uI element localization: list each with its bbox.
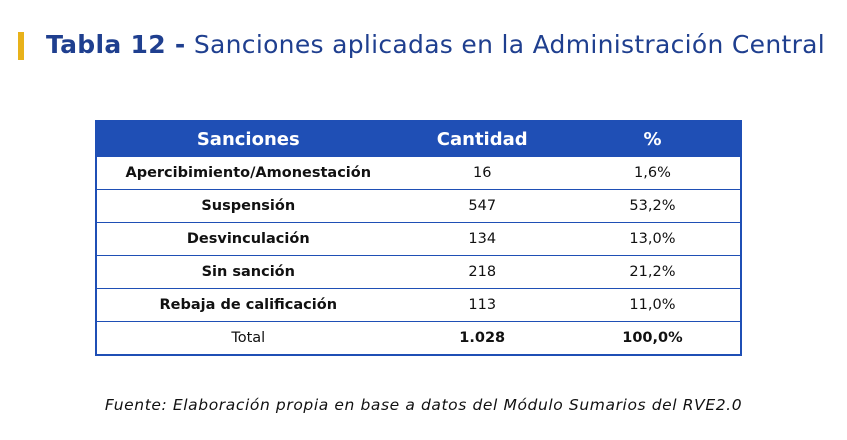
table-header-row: Sanciones Cantidad % <box>96 121 741 157</box>
row-cantidad: 16 <box>399 156 565 190</box>
total-label: Total <box>96 321 400 355</box>
row-label: Sin sanción <box>96 255 400 289</box>
table-row: Sin sanción 218 21,2% <box>96 255 741 289</box>
page-title: Tabla 12 - Sanciones aplicadas en la Adm… <box>46 28 825 62</box>
row-percent: 53,2% <box>564 189 741 223</box>
column-header-percent: % <box>564 121 741 157</box>
row-cantidad: 113 <box>399 288 565 322</box>
row-percent: 13,0% <box>564 222 741 256</box>
table-row: Suspensión 547 53,2% <box>96 189 741 223</box>
source-note: Fuente: Elaboración propia en base a dat… <box>104 396 743 414</box>
row-label: Suspensión <box>96 189 400 223</box>
title-accent-bar <box>18 32 24 60</box>
column-header-cantidad: Cantidad <box>399 121 565 157</box>
row-label: Rebaja de calificación <box>96 288 400 322</box>
title-description: Sanciones aplicadas en la Administración… <box>193 30 826 59</box>
row-label: Apercibimiento/Amonestación <box>96 156 400 190</box>
row-percent: 21,2% <box>564 255 741 289</box>
column-header-sanciones: Sanciones <box>96 121 400 157</box>
row-cantidad: 547 <box>399 189 565 223</box>
row-cantidad: 134 <box>399 222 565 256</box>
title-table-number: Tabla 12 - <box>46 30 186 59</box>
total-percent: 100,0% <box>564 321 741 355</box>
table-row: Rebaja de calificación 113 11,0% <box>96 288 741 322</box>
row-percent: 11,0% <box>564 288 741 322</box>
row-label: Desvinculación <box>96 222 400 256</box>
total-row: Total 1.028 100,0% <box>96 321 741 355</box>
row-cantidad: 218 <box>399 255 565 289</box>
table-row: Apercibimiento/Amonestación 16 1,6% <box>96 156 741 190</box>
row-percent: 1,6% <box>564 156 741 190</box>
total-cantidad: 1.028 <box>399 321 565 355</box>
sanctions-table: Sanciones Cantidad % Apercibimiento/Amon… <box>95 120 742 356</box>
table-row: Desvinculación 134 13,0% <box>96 222 741 256</box>
